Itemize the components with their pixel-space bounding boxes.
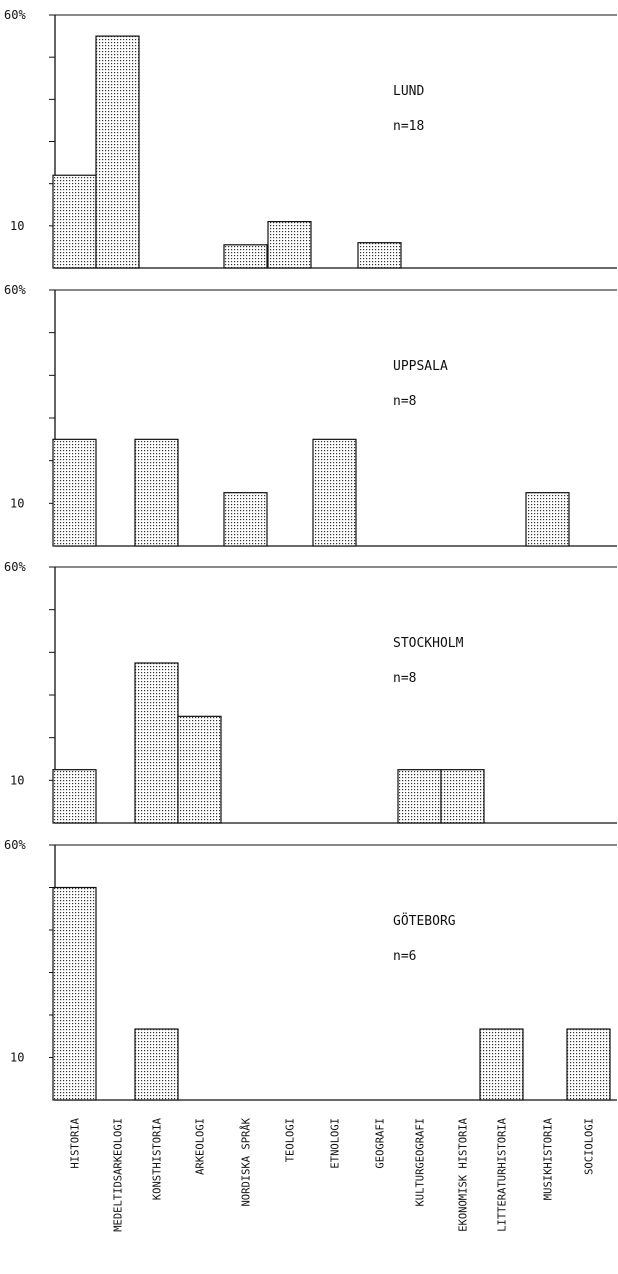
panel-title: UPPSALA [393,359,448,374]
x-tick-label: ARKEOLOGI [195,1118,207,1175]
bar-konsthistoria [134,662,179,824]
bar-kulturgeografi [397,769,442,824]
x-tick-label: EKONOMISK HISTORIA [458,1117,470,1231]
x-tick-label: MUSIKHISTORIA [543,1117,555,1200]
panel-title: GÖTEBORG [393,912,456,929]
panel-subtitle: n=18 [393,119,424,134]
y-tick-label-10: 10 [10,773,24,787]
x-tick-label: KONSTHISTORIA [152,1117,164,1200]
x-tick-label: HISTORIA [70,1117,82,1168]
y-tick-label-top: 60% [4,560,26,574]
panel-subtitle: n=8 [393,394,416,409]
y-tick-label-10: 10 [10,219,24,233]
bar-historia [52,438,97,547]
bar-arkeologi [177,715,222,824]
bar-teologi [267,221,312,269]
x-tick-label: SOCIOLOGI [584,1118,596,1175]
y-tick-label-top: 60% [4,838,26,852]
panel-subtitle: n=8 [393,671,416,686]
y-tick-label-10: 10 [10,1051,24,1065]
bar-historia [52,769,97,824]
panel-subtitle: n=6 [393,949,416,964]
chart-panel-2: 60% 10 UPPSALA n=8 [4,283,617,547]
x-tick-label: LITTERATURHISTORIA [497,1117,509,1231]
bar-musikhistoria [525,492,570,547]
panel-title: LUND [393,84,424,99]
chart-panel-1: 60% 10 LUND n=18 [4,8,617,269]
bar-konsthistoria [134,1028,179,1101]
y-tick-label-top: 60% [4,8,26,22]
chart-panel-4: 60% 10 GÖTEBORG n=6 [4,838,617,1101]
bar-historia [52,174,97,269]
x-tick-label: GEOGRAFI [375,1118,387,1169]
bar-historia [52,886,97,1101]
chart-panel-3: 60% 10 STOCKHOLM n=8 [4,560,617,824]
bar-etnologi [312,438,357,547]
bar-nordiska-spr-k [223,492,268,547]
bar-ekonomisk-historia [440,769,485,824]
x-tick-label: NORDISKA SPRÅK [240,1117,253,1206]
bar-nordiska-spr-k [223,244,268,269]
bar-medeltidsarkeologi [95,35,140,269]
x-tick-label: TEOLOGI [285,1118,297,1162]
bar-litteraturhistoria [479,1028,524,1101]
bar-konsthistoria [134,438,179,547]
y-tick-label-10: 10 [10,496,24,510]
panel-title: STOCKHOLM [393,636,464,651]
x-tick-label: ETNOLOGI [330,1118,342,1169]
bar-sociologi [566,1028,611,1101]
x-tick-label: MEDELTIDSARKEOLOGI [113,1118,125,1232]
x-tick-label: KULTURGEOGRAFI [415,1118,427,1207]
y-tick-label-top: 60% [4,283,26,297]
bar-geografi [357,242,402,269]
